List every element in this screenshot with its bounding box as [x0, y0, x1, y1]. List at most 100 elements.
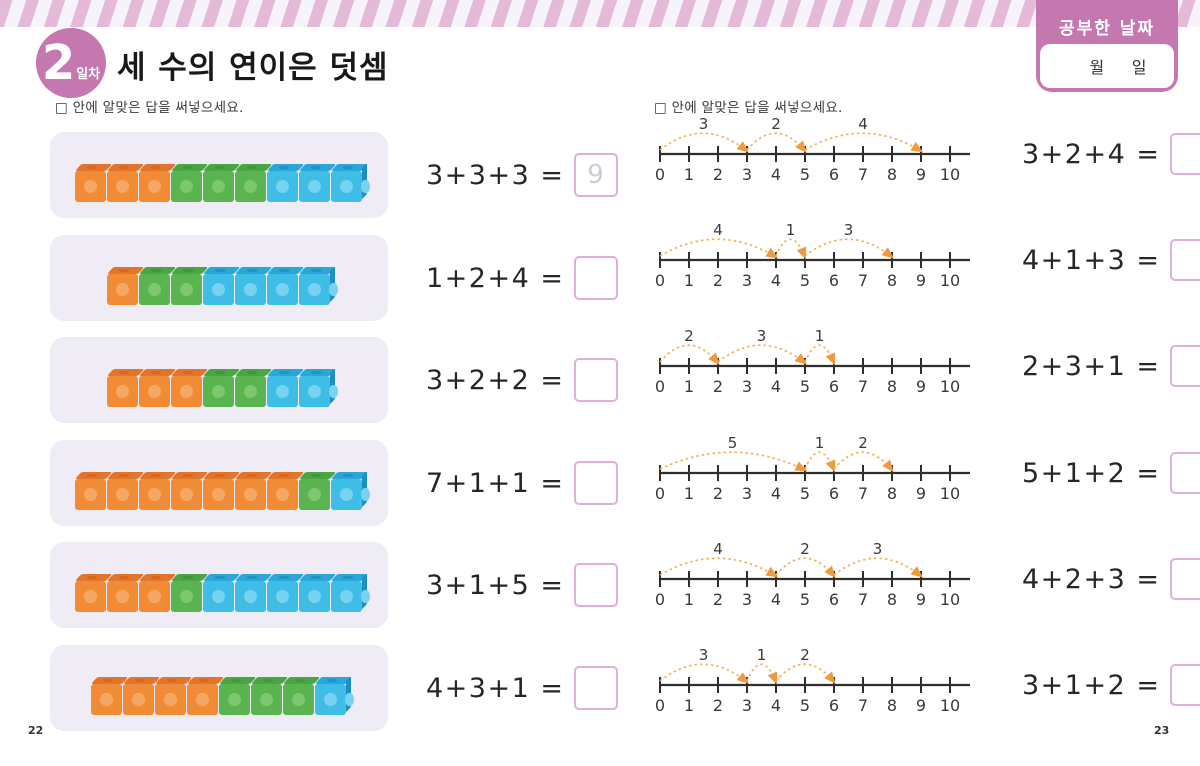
answer-box[interactable] [1169, 345, 1200, 387]
svg-text:3: 3 [757, 327, 767, 345]
equation-text: 7+1+1 = [426, 467, 565, 499]
cube-stud-icon [276, 180, 289, 193]
answer-box[interactable] [1169, 133, 1200, 175]
number-line: 0 1 2 3 4 5 6 7 8 9 102 3 1 [655, 327, 970, 396]
cube-orange [267, 474, 298, 510]
lesson-badge: 2 일차 [36, 28, 106, 98]
cube-blue [315, 676, 354, 715]
cube-orange [235, 474, 266, 510]
svg-text:2: 2 [713, 590, 723, 609]
cube-orange [187, 679, 218, 715]
cube-problem-row: 7+1+1 = [50, 440, 618, 526]
svg-text:3: 3 [699, 115, 709, 133]
svg-text:1: 1 [684, 696, 694, 715]
cube-stud-icon [196, 693, 209, 706]
svg-text:4: 4 [713, 221, 723, 239]
cube-orange [75, 576, 106, 612]
cube-blue [203, 576, 234, 612]
numberline-problem-row: 0 1 2 3 4 5 6 7 8 9 10 5 1 2 5+1+2 = [648, 421, 1200, 509]
svg-text:5: 5 [728, 434, 738, 452]
cube-blue [203, 269, 234, 305]
cube-stud-icon [212, 488, 225, 501]
answer-box[interactable] [573, 358, 618, 402]
right-instruction: □ 안에 알맞은 답을 써넣으세요. [654, 100, 843, 116]
svg-text:7: 7 [858, 271, 868, 290]
answer-box[interactable] [573, 461, 618, 505]
numberline-problem-row: 0 1 2 3 4 5 6 7 8 9 10 2 3 1 2+3+1 = [648, 314, 1200, 402]
cube-green [171, 166, 202, 202]
cube-stud-icon [260, 693, 273, 706]
cube-stud-icon [212, 180, 225, 193]
cube-blue [267, 371, 298, 407]
cube-blue [267, 269, 298, 305]
cube-stud-icon [180, 283, 193, 296]
cube-blue [331, 471, 370, 510]
study-date-title: 공부한 날짜 [1058, 19, 1156, 39]
cube-stud-icon [244, 180, 257, 193]
cube-panel [50, 542, 388, 628]
cube-orange [139, 576, 170, 612]
answer-box[interactable] [1169, 558, 1200, 600]
equation-text: 3+2+4 = [1022, 138, 1161, 170]
svg-text:2: 2 [800, 540, 810, 558]
cube-blue [235, 269, 266, 305]
month-label: 월 [1089, 58, 1105, 77]
svg-text:3: 3 [742, 271, 752, 290]
svg-text:10: 10 [940, 165, 960, 184]
cube-strip [107, 266, 338, 305]
cube-stud-icon [84, 488, 97, 501]
svg-text:4: 4 [771, 271, 781, 290]
cube-stud-icon [340, 590, 353, 603]
answer-box[interactable] [1169, 452, 1200, 494]
answer-box[interactable] [573, 256, 618, 300]
cube-stud-icon [148, 180, 161, 193]
svg-text:10: 10 [940, 271, 960, 290]
svg-text:1: 1 [684, 165, 694, 184]
answer-box[interactable] [573, 666, 618, 710]
cube-problem-row: 3+2+2 = [50, 337, 618, 423]
svg-text:9: 9 [916, 377, 926, 396]
cube-green [251, 679, 282, 715]
svg-text:1: 1 [757, 646, 767, 664]
answer-box[interactable] [1169, 239, 1200, 281]
cube-orange [171, 371, 202, 407]
connector-nub [361, 590, 370, 603]
numberline-problem-row: 0 1 2 3 4 5 6 7 8 9 10 3 2 4 3+2+4 = [648, 102, 1200, 190]
number-line: 0 1 2 3 4 5 6 7 8 9 104 2 3 [655, 540, 970, 609]
answer-box[interactable] [1169, 664, 1200, 706]
connector-nub [345, 693, 354, 706]
cube-blue [267, 576, 298, 612]
answer-box[interactable] [573, 563, 618, 607]
cube-blue [267, 166, 298, 202]
number-line: 0 1 2 3 4 5 6 7 8 9 104 1 3 [655, 221, 970, 290]
number-line: 0 1 2 3 4 5 6 7 8 9 103 1 2 [655, 646, 970, 715]
cube-stud-icon [116, 590, 129, 603]
svg-text:8: 8 [887, 590, 897, 609]
svg-text:0: 0 [655, 590, 665, 609]
cube-orange [75, 166, 106, 202]
equation: 1+2+4 = [426, 256, 618, 300]
equation-text: 3+1+5 = [426, 569, 565, 601]
equation-text: 2+3+1 = [1022, 350, 1161, 382]
lesson-day-label: 일차 [76, 66, 101, 82]
cube-panel [50, 235, 388, 321]
page-number-left: 22 [28, 724, 44, 737]
svg-text:5: 5 [800, 165, 810, 184]
left-instruction: □ 안에 알맞은 답을 써넣으세요. [55, 100, 244, 116]
cube-strip [107, 368, 338, 407]
cube-green [139, 269, 170, 305]
cube-orange [123, 679, 154, 715]
svg-text:4: 4 [771, 696, 781, 715]
cube-strip [75, 163, 370, 202]
svg-text:2: 2 [713, 165, 723, 184]
cube-orange [107, 371, 138, 407]
svg-text:8: 8 [887, 484, 897, 503]
svg-text:4: 4 [771, 484, 781, 503]
cube-stud-icon [276, 283, 289, 296]
cube-stud-icon [212, 385, 225, 398]
answer-box[interactable]: 9 [573, 153, 618, 197]
svg-text:3: 3 [742, 165, 752, 184]
study-date-fields[interactable]: 월 일 [1040, 44, 1174, 88]
svg-text:9: 9 [916, 165, 926, 184]
svg-text:3: 3 [742, 484, 752, 503]
